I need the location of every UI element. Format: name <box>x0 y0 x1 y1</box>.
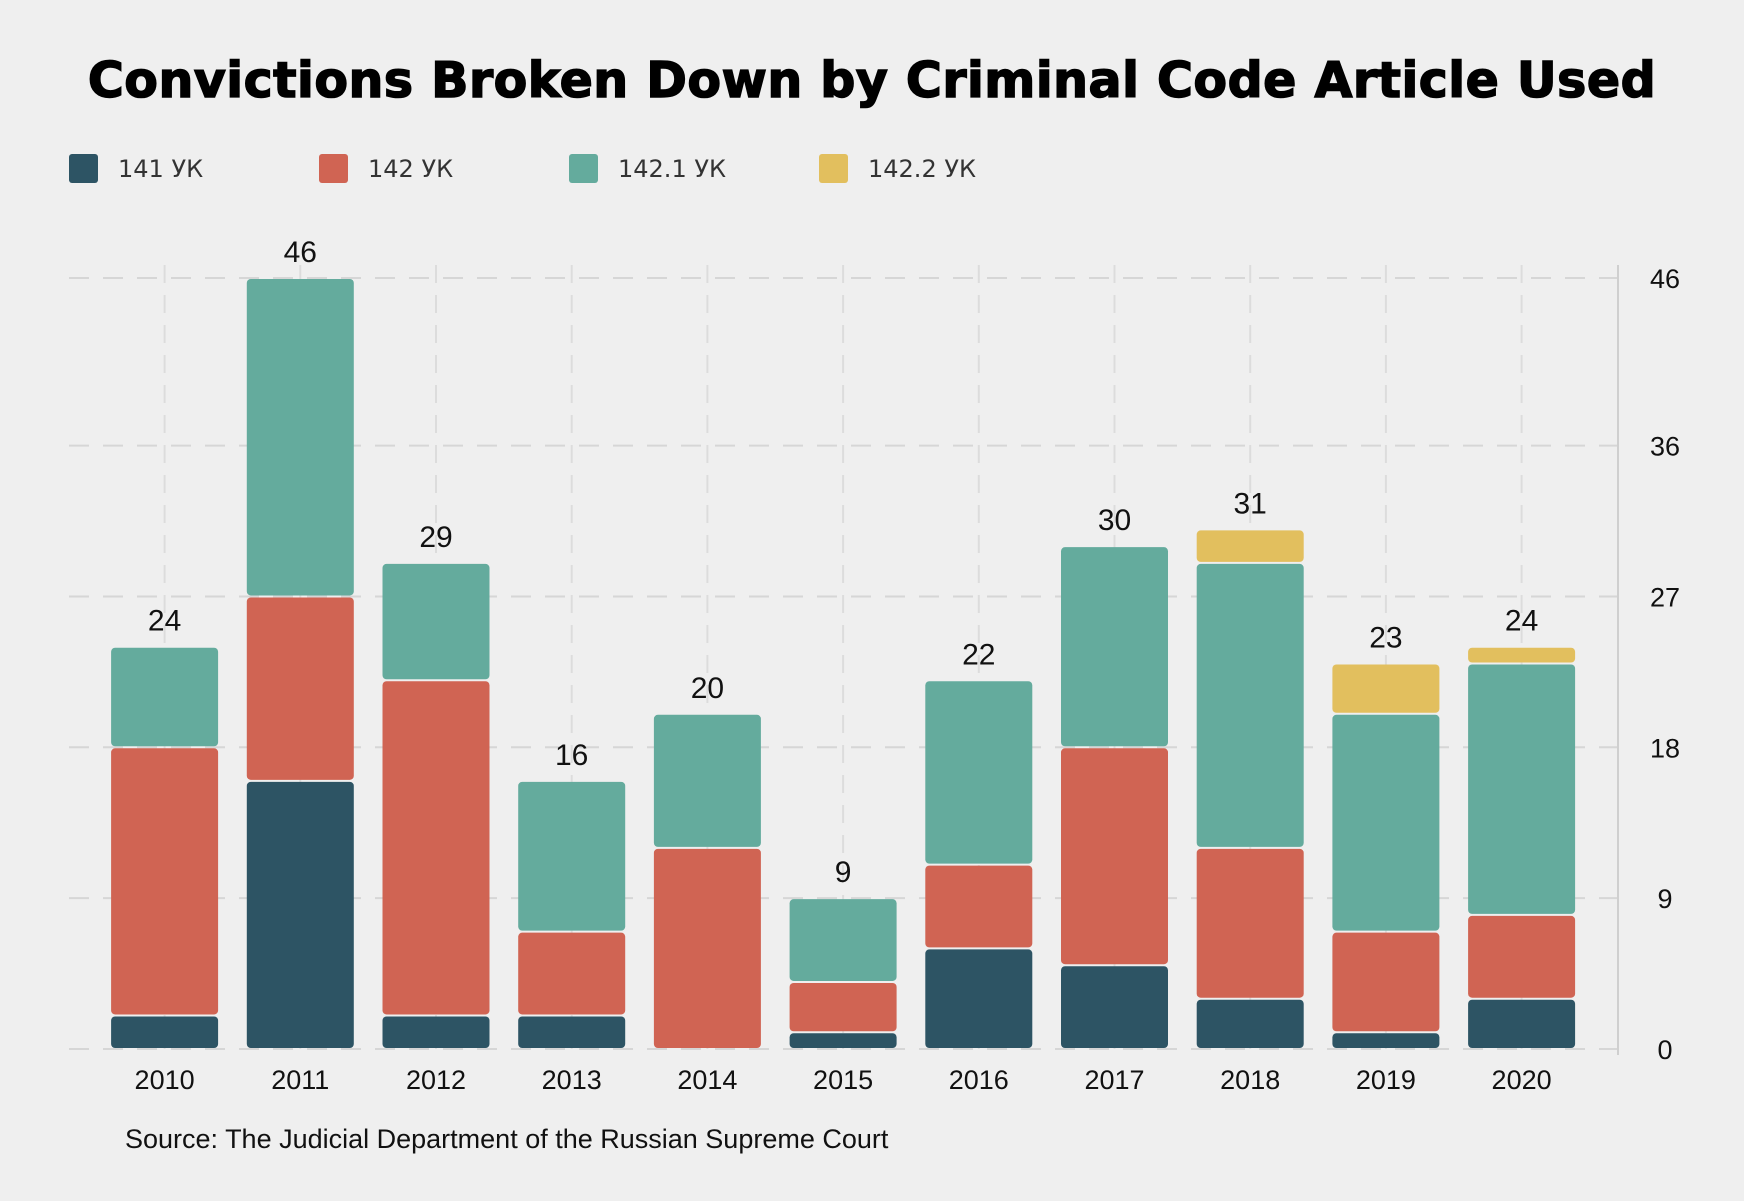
bar-segment <box>518 1016 626 1048</box>
total-label: 46 <box>284 236 317 269</box>
bar-segment <box>1468 915 1576 998</box>
x-tick-label: 2019 <box>1356 1065 1416 1095</box>
bar-segment <box>246 781 354 1048</box>
bar-segment <box>111 647 219 747</box>
x-tick-label: 2011 <box>271 1065 329 1095</box>
legend-label: 142.1 УК <box>618 154 726 183</box>
bar-segment <box>518 781 626 931</box>
bar-segment <box>111 1016 219 1048</box>
total-label: 24 <box>1505 605 1538 638</box>
legend-swatch <box>69 154 98 183</box>
bar-segment <box>382 1016 490 1048</box>
total-label: 31 <box>1234 487 1267 520</box>
y-tick-label: 0 <box>1657 1035 1672 1065</box>
x-tick-label: 2016 <box>949 1065 1009 1095</box>
bar-segment <box>925 865 1033 948</box>
y-tick-label: 46 <box>1650 264 1680 294</box>
bar-segment <box>1468 999 1576 1048</box>
total-label: 16 <box>555 739 588 772</box>
total-label: 23 <box>1369 622 1402 655</box>
legend: 141 УК 142 УК 142.1 УК 142.2 УК <box>69 154 1069 183</box>
bar-segment <box>1196 563 1304 847</box>
x-tick-label: 2017 <box>1084 1065 1144 1095</box>
bar-segment <box>1332 664 1440 713</box>
bar-segment <box>789 1033 897 1048</box>
bar-segment <box>1196 530 1304 562</box>
bar-segment <box>925 949 1033 1048</box>
x-tick-label: 2018 <box>1220 1065 1280 1095</box>
legend-item: 142.2 УК <box>819 154 1069 183</box>
bar-segment <box>1332 1033 1440 1048</box>
bar-segment <box>1196 848 1304 998</box>
y-tick-label: 36 <box>1650 432 1680 462</box>
total-label: 22 <box>962 638 995 671</box>
bar-segment <box>1332 932 1440 1032</box>
x-tick-label: 2014 <box>677 1065 737 1095</box>
bar-segment <box>382 681 490 1015</box>
bar-segment <box>789 899 897 981</box>
bar-segment <box>925 681 1033 864</box>
y-tick-label: 9 <box>1657 884 1672 914</box>
bar-segment <box>1332 714 1440 931</box>
bar-segment <box>653 714 761 847</box>
y-tick-label: 18 <box>1650 733 1680 763</box>
source-note: Source: The Judicial Department of the R… <box>125 1124 889 1154</box>
chart-title: Convictions Broken Down by Criminal Code… <box>87 51 1657 110</box>
total-label: 24 <box>148 605 181 638</box>
x-tick-label: 2020 <box>1492 1065 1552 1095</box>
total-label: 9 <box>835 856 852 889</box>
legend-label: 142.2 УК <box>868 154 976 183</box>
legend-label: 141 УК <box>118 154 204 183</box>
bar-segment <box>1196 999 1304 1048</box>
bar-segment <box>1061 547 1168 747</box>
legend-label: 142 УК <box>368 154 454 183</box>
y-tick-label: 27 <box>1650 582 1680 612</box>
legend-item: 142 УК <box>319 154 569 183</box>
legend-item: 141 УК <box>69 154 319 183</box>
bar-segment <box>111 748 219 1015</box>
total-label: 29 <box>419 521 452 554</box>
x-tick-label: 2015 <box>813 1065 873 1095</box>
bar-segment <box>1468 647 1576 663</box>
legend-swatch <box>819 154 848 183</box>
bar-segment <box>1061 966 1168 1048</box>
bar-segment <box>789 982 897 1032</box>
bar-segment <box>653 848 761 1048</box>
total-label: 20 <box>691 672 724 705</box>
x-tick-label: 2012 <box>406 1065 466 1095</box>
bar-segment <box>382 563 490 680</box>
x-tick-label: 2013 <box>542 1065 602 1095</box>
legend-item: 142.1 УК <box>569 154 819 183</box>
bar-segment <box>1061 748 1168 965</box>
bar-segment <box>518 932 626 1015</box>
bar-segment <box>246 279 354 596</box>
legend-swatch <box>569 154 598 183</box>
bar-segment <box>246 597 354 780</box>
total-label: 30 <box>1098 504 1131 537</box>
x-tick-label: 2010 <box>135 1065 195 1095</box>
bar-segment <box>1468 664 1576 914</box>
legend-swatch <box>319 154 348 183</box>
